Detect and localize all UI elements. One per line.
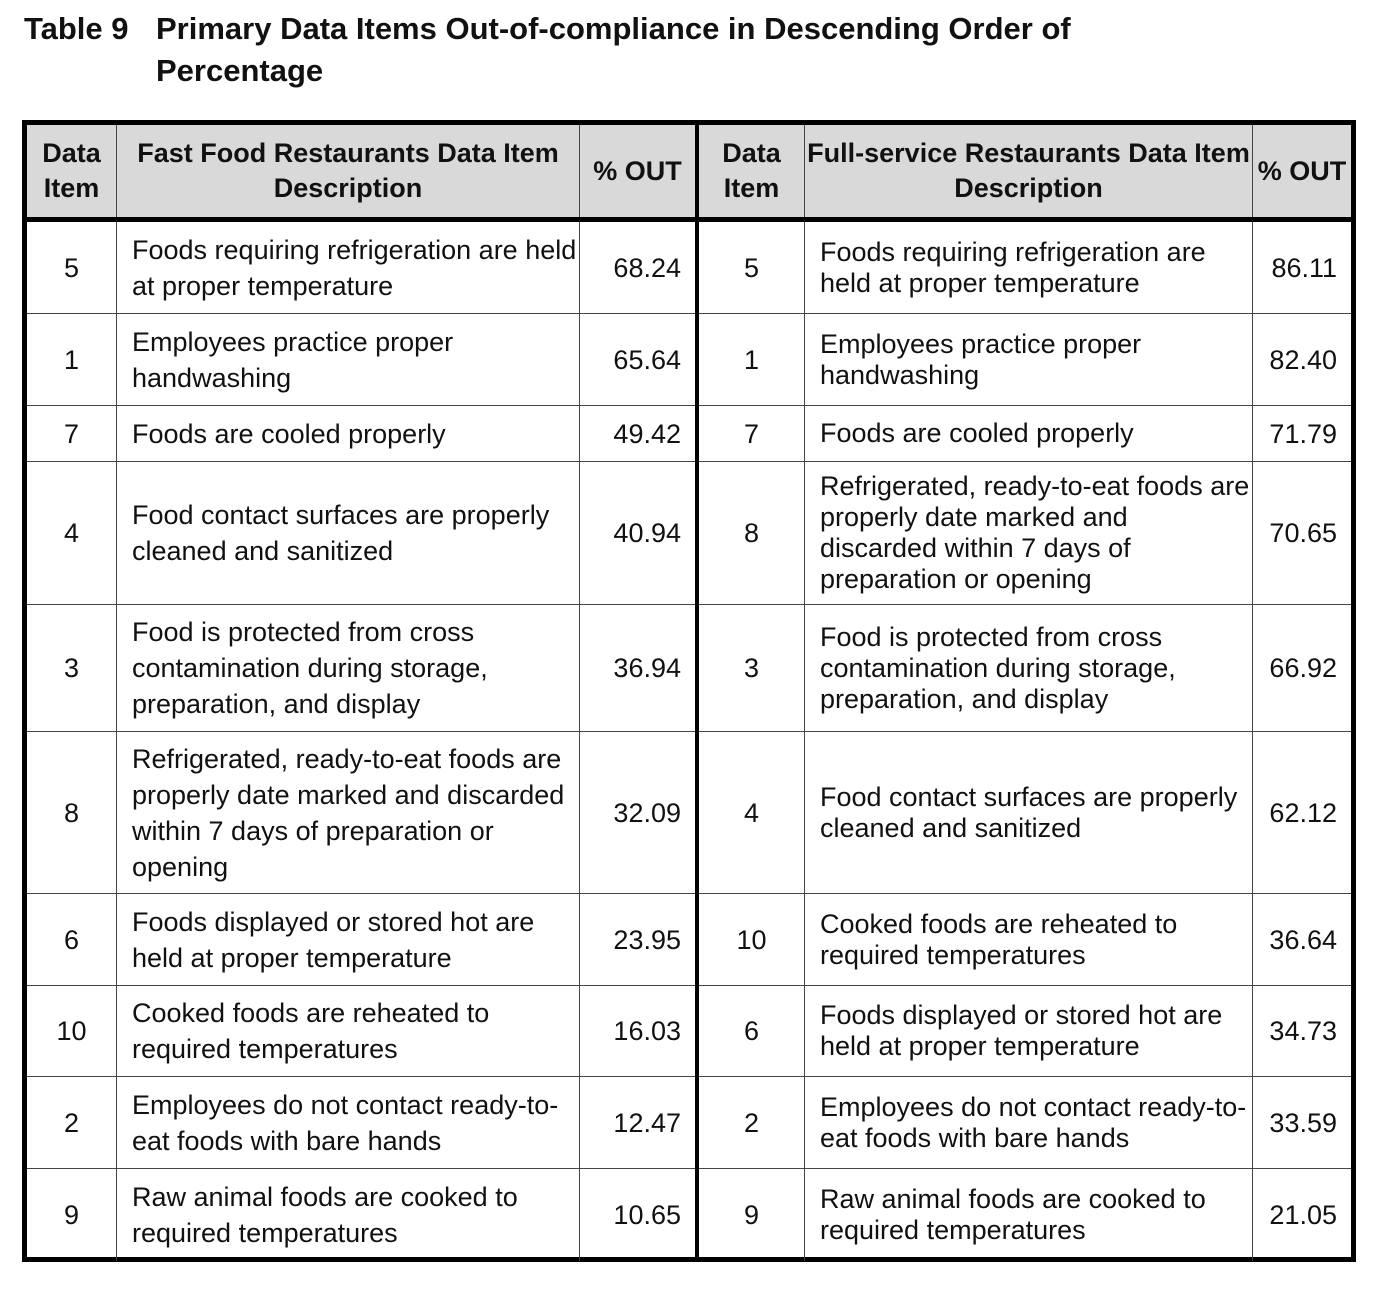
full-pct-out-cell: 70.65 bbox=[1269, 518, 1337, 548]
table-row: 9 Raw animal foods are cooked to required… bbox=[27, 1169, 1351, 1261]
full-pct-out-cell: 62.12 bbox=[1269, 797, 1337, 828]
full-pct-out-cell: 21.05 bbox=[1269, 1200, 1337, 1230]
header-pct-out-fast: % OUT bbox=[593, 155, 682, 186]
table-row: 3 Food is protected from cross contaminat… bbox=[27, 605, 1351, 732]
fast-pct-out-cell: 10.65 bbox=[613, 1200, 681, 1230]
full-description-cell: Raw animal foods are cooked to required … bbox=[805, 1169, 1253, 1261]
table-number: Table 9 bbox=[24, 11, 129, 46]
table-row: 4 Food contact surfaces are properly clea… bbox=[27, 462, 1351, 605]
full-pct-out-cell: 71.79 bbox=[1269, 418, 1337, 449]
full-item-cell: 6 bbox=[699, 986, 805, 1076]
table-header-row: Data Item Fast Food Restaurants Data Ite… bbox=[27, 125, 1351, 222]
full-item-cell: 10 bbox=[699, 894, 805, 985]
fast-item-cell: 9 bbox=[27, 1169, 117, 1261]
table-row: 5 Foods requiring refrigeration are held … bbox=[27, 222, 1351, 314]
full-description-cell: Cooked foods are reheated to required te… bbox=[805, 894, 1253, 985]
fast-item-cell: 4 bbox=[27, 462, 117, 604]
table-row: 8 Refrigerated, ready-to-eat foods are pr… bbox=[27, 732, 1351, 894]
full-item-cell: 8 bbox=[699, 462, 805, 604]
fast-description-cell: Refrigerated, ready-to-eat foods are pro… bbox=[117, 732, 580, 893]
fast-item-cell: 1 bbox=[27, 314, 117, 405]
full-description-cell: Refrigerated, ready-to-eat foods are pro… bbox=[805, 462, 1253, 604]
fast-item-cell: 7 bbox=[27, 406, 117, 461]
fast-item-cell: 3 bbox=[27, 605, 117, 731]
header-data-item-full: Data Item bbox=[699, 125, 805, 217]
fast-pct-out-cell: 68.24 bbox=[613, 252, 681, 283]
full-description-cell: Employees practice proper handwashing bbox=[805, 314, 1253, 405]
full-item-cell: 9 bbox=[699, 1169, 805, 1261]
fast-pct-out-cell: 12.47 bbox=[613, 1107, 681, 1138]
fast-item-cell: 8 bbox=[27, 732, 117, 893]
fast-description-cell: Foods displayed or stored hot are held a… bbox=[117, 894, 580, 985]
header-fast-food-description: Fast Food Restaurants Data Item Descript… bbox=[117, 125, 580, 217]
header-data-item-fast: Data Item bbox=[27, 125, 117, 217]
full-item-cell: 1 bbox=[699, 314, 805, 405]
header-full-service-description: Full-service Restaurants Data Item Descr… bbox=[805, 125, 1253, 217]
full-item-cell: 7 bbox=[699, 406, 805, 461]
full-description-cell: Foods are cooled properly bbox=[805, 406, 1253, 461]
group-divider bbox=[695, 125, 699, 1257]
fast-description-cell: Employees practice proper handwashing bbox=[117, 314, 580, 405]
full-description-cell: Foods requiring refrigeration are held a… bbox=[805, 222, 1253, 313]
fast-description-cell: Cooked foods are reheated to required te… bbox=[117, 986, 580, 1076]
table-title: Primary Data Items Out-of-compliance in … bbox=[156, 11, 1071, 88]
header-pct-out-full: % OUT bbox=[1257, 155, 1347, 186]
full-description-cell: Food is protected from cross contaminati… bbox=[805, 605, 1253, 731]
full-pct-out-cell: 86.11 bbox=[1271, 252, 1337, 283]
fast-item-cell: 5 bbox=[27, 222, 117, 313]
table-caption: Table 9 Primary Data Items Out-of-compli… bbox=[24, 8, 1354, 92]
fast-description-cell: Employees do not contact ready-to-eat fo… bbox=[117, 1077, 580, 1168]
compliance-table: Data Item Fast Food Restaurants Data Ite… bbox=[22, 120, 1356, 1262]
full-description-cell: Food contact surfaces are properly clean… bbox=[805, 732, 1253, 893]
fast-item-cell: 10 bbox=[27, 986, 117, 1076]
full-pct-out-cell: 34.73 bbox=[1269, 1016, 1337, 1046]
full-pct-out-cell: 33.59 bbox=[1269, 1107, 1337, 1138]
fast-pct-out-cell: 65.64 bbox=[613, 344, 681, 375]
fast-description-cell: Foods are cooled properly bbox=[117, 406, 580, 461]
full-item-cell: 5 bbox=[699, 222, 805, 313]
table-row: 1 Employees practice proper handwashing 65… bbox=[27, 314, 1351, 406]
table-row: 2 Employees do not contact ready-to-eat f… bbox=[27, 1077, 1351, 1169]
fast-pct-out-cell: 40.94 bbox=[613, 518, 681, 548]
full-description-cell: Employees do not contact ready-to-eat fo… bbox=[805, 1077, 1253, 1168]
table-row: 6 Foods displayed or stored hot are held … bbox=[27, 894, 1351, 986]
fast-item-cell: 6 bbox=[27, 894, 117, 985]
fast-pct-out-cell: 49.42 bbox=[613, 418, 681, 449]
full-description-cell: Foods displayed or stored hot are held a… bbox=[805, 986, 1253, 1076]
full-pct-out-cell: 82.40 bbox=[1269, 344, 1337, 375]
full-item-cell: 3 bbox=[699, 605, 805, 731]
fast-description-cell: Foods requiring refrigeration are held a… bbox=[117, 222, 580, 313]
full-pct-out-cell: 66.92 bbox=[1269, 653, 1337, 683]
table-row: 10 Cooked foods are reheated to required … bbox=[27, 986, 1351, 1077]
fast-pct-out-cell: 16.03 bbox=[613, 1016, 681, 1046]
fast-description-cell: Food contact surfaces are properly clean… bbox=[117, 462, 580, 604]
fast-pct-out-cell: 36.94 bbox=[613, 653, 681, 683]
full-item-cell: 2 bbox=[699, 1077, 805, 1168]
table-row: 7 Foods are cooled properly 49.42 7 Foods ar… bbox=[27, 406, 1351, 462]
fast-pct-out-cell: 32.09 bbox=[613, 797, 681, 828]
fast-pct-out-cell: 23.95 bbox=[613, 924, 681, 955]
fast-item-cell: 2 bbox=[27, 1077, 117, 1168]
full-item-cell: 4 bbox=[699, 732, 805, 893]
fast-description-cell: Raw animal foods are cooked to required … bbox=[117, 1169, 580, 1261]
full-pct-out-cell: 36.64 bbox=[1269, 924, 1337, 955]
fast-description-cell: Food is protected from cross contaminati… bbox=[117, 605, 580, 731]
